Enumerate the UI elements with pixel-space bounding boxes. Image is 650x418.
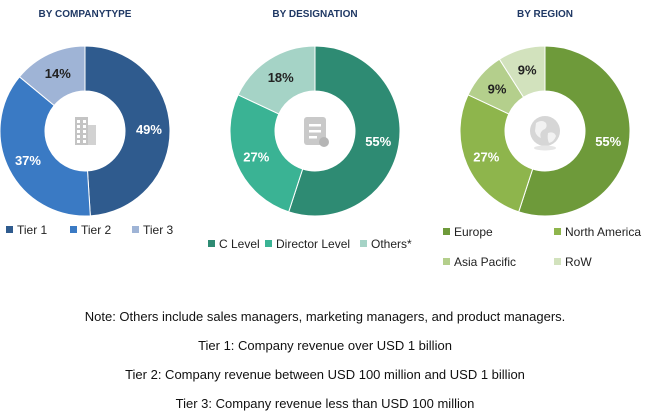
note-tier3: Tier 3: Company revenue less than USD 10… [175,396,475,411]
legend-swatch [6,226,13,233]
slice-label-tier-1: 49% [136,122,162,137]
slice-row [498,45,546,98]
building-icon [75,117,96,145]
slice-c-level [288,45,401,217]
legend-item-tier-2: Tier 2 [70,223,112,237]
legend: C Level Director Level Others* [208,237,412,251]
legend-swatch [132,226,139,233]
slice-label-tier-2: 37% [15,153,41,168]
legend: Tier 1 Tier 2 Tier 3 [6,223,174,237]
slice-label-row: 9% [518,63,537,78]
slice-tier-1 [84,45,171,217]
legend-label: Asia Pacific [454,255,516,269]
legend-label: North America [565,225,641,239]
legend-swatch [443,228,450,235]
slice-director-level [229,94,304,213]
legend-label: Europe [454,225,493,239]
slice-europe [518,45,631,217]
slice-label-north-america: 27% [473,149,499,164]
chart-by-designation: BY DESIGNATION 55% 27% 18% C Level Director L… [208,9,412,251]
legend-swatch [360,240,367,247]
slice-label-asia-pacific: 9% [488,82,507,97]
note-tier1: Tier 1: Company revenue over USD 1 billi… [198,338,452,353]
slice-others [237,45,316,115]
slice-north-america [459,94,534,213]
slice-label-others: 18% [268,70,294,85]
chart-title: BY REGION [517,9,573,20]
legend-item-north-america: North America [554,225,641,239]
slice-label-director-level: 27% [243,149,269,164]
notes: Note: Others include sales managers, mar… [0,302,650,418]
legend-swatch [554,258,561,265]
globe-icon [530,116,560,151]
legend-item-c-level: C Level [208,237,260,251]
legend-label: Others* [371,237,412,251]
legend-item-others: Others* [360,237,412,251]
note-others: Note: Others include sales managers, mar… [84,309,566,324]
legend-item-row: RoW [554,255,592,269]
legend-label: Director Level [276,237,350,251]
legend-swatch [265,240,272,247]
chart-title: BY COMPANYTYPE [39,9,132,20]
legend-label: C Level [219,237,260,251]
legend-swatch [443,258,450,265]
slice-label-c-level: 55% [365,134,391,149]
chart-by-region: BY REGION 55% 27% 9% 9% Europe North America As… [443,9,641,269]
slice-tier-2 [0,76,91,217]
legend-item-director-level: Director Level [265,237,350,251]
chart-title: BY DESIGNATION [272,9,357,20]
legend-label: RoW [565,255,592,269]
document-icon [304,117,329,147]
legend-item-tier-1: Tier 1 [6,223,48,237]
legend-item-tier-3: Tier 3 [132,223,174,237]
slice-tier-3 [18,45,86,107]
legend-item-asia-pacific: Asia Pacific [443,255,516,269]
legend-label: Tier 2 [81,223,112,237]
legend-swatch [208,240,215,247]
legend-label: Tier 3 [143,223,174,237]
legend-label: Tier 1 [17,223,48,237]
legend-swatch [70,226,77,233]
slice-label-tier-3: 14% [45,66,71,81]
legend: Europe North America Asia Pacific RoW [443,225,641,269]
note-tier2: Tier 2: Company revenue between USD 100 … [125,367,525,382]
legend-swatch [554,228,561,235]
slice-label-europe: 55% [595,134,621,149]
legend-item-europe: Europe [443,225,493,239]
